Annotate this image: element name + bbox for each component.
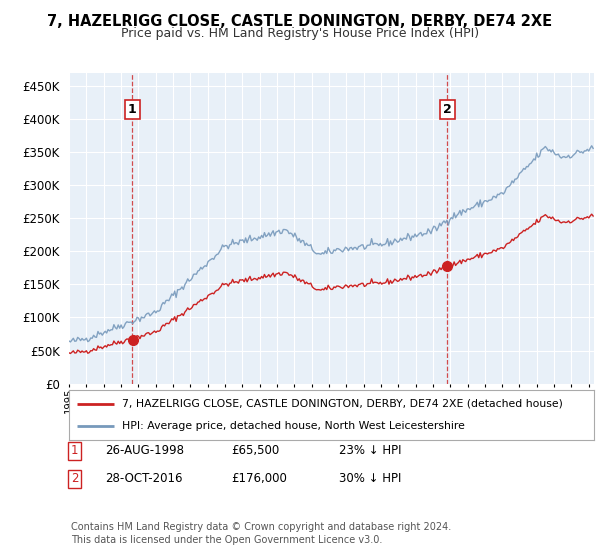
Text: 2: 2 bbox=[71, 472, 78, 486]
Text: £176,000: £176,000 bbox=[231, 472, 287, 486]
Text: 26-AUG-1998: 26-AUG-1998 bbox=[105, 444, 184, 458]
Text: 2: 2 bbox=[443, 102, 452, 116]
Text: 30% ↓ HPI: 30% ↓ HPI bbox=[339, 472, 401, 486]
Text: 1: 1 bbox=[128, 102, 137, 116]
Text: 28-OCT-2016: 28-OCT-2016 bbox=[105, 472, 182, 486]
Text: £65,500: £65,500 bbox=[231, 444, 279, 458]
Text: 23% ↓ HPI: 23% ↓ HPI bbox=[339, 444, 401, 458]
Text: Price paid vs. HM Land Registry's House Price Index (HPI): Price paid vs. HM Land Registry's House … bbox=[121, 27, 479, 40]
Text: 7, HAZELRIGG CLOSE, CASTLE DONINGTON, DERBY, DE74 2XE: 7, HAZELRIGG CLOSE, CASTLE DONINGTON, DE… bbox=[47, 14, 553, 29]
Text: 1: 1 bbox=[71, 444, 78, 458]
Text: 7, HAZELRIGG CLOSE, CASTLE DONINGTON, DERBY, DE74 2XE (detached house): 7, HAZELRIGG CLOSE, CASTLE DONINGTON, DE… bbox=[121, 399, 562, 409]
Text: HPI: Average price, detached house, North West Leicestershire: HPI: Average price, detached house, Nort… bbox=[121, 421, 464, 431]
Text: Contains HM Land Registry data © Crown copyright and database right 2024.
This d: Contains HM Land Registry data © Crown c… bbox=[71, 522, 451, 545]
